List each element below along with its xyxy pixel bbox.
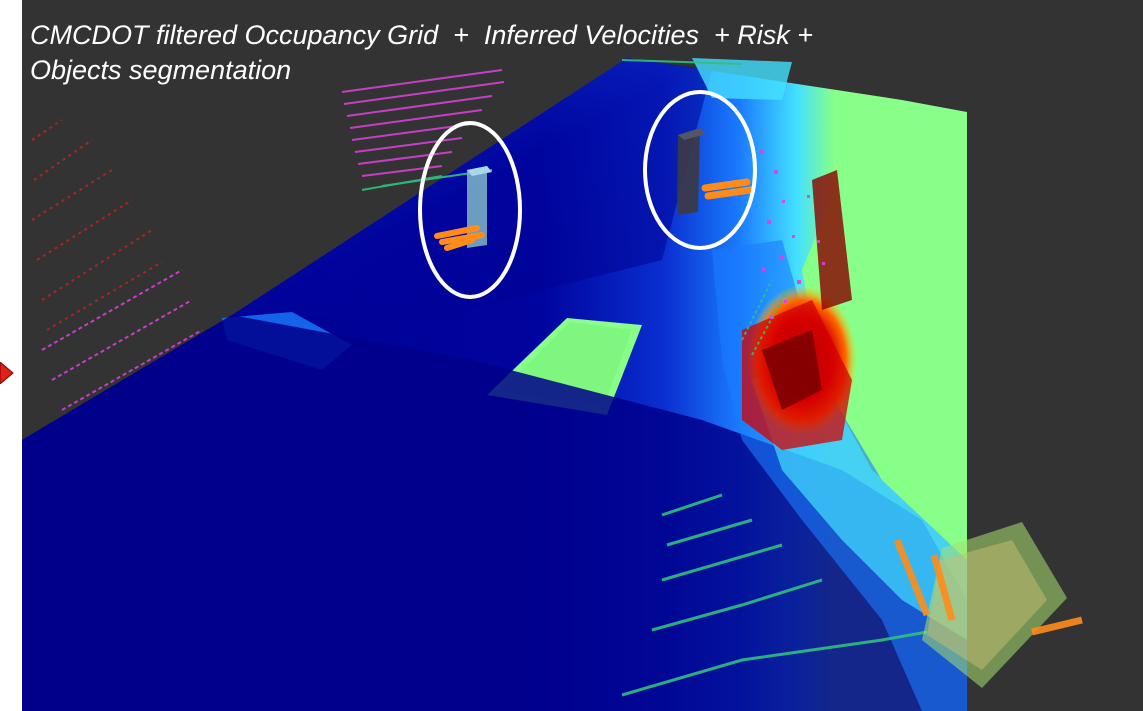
lidar-points-green-risk [741,279,788,356]
title-line-1: CMCDOT filtered Occupancy Grid + Inferre… [30,20,814,50]
page-title: CMCDOT filtered Occupancy Grid + Inferre… [30,18,1090,88]
lidar-points-green-bottom [621,493,928,697]
highlight-circle-1 [418,121,522,299]
lidar-points-magenta-top [341,69,505,177]
lidar-points-red-left [31,119,163,331]
risk-zone-upper [812,170,852,310]
highlight-circle-2 [643,90,757,250]
tracked-object-1 [418,121,522,299]
ego-vehicle [893,522,1083,688]
title-line-2: Objects segmentation [30,55,292,85]
lidar-points-risk [760,150,825,319]
lidar-points-magenta-left [41,269,203,411]
velocity-vectors-1 [434,225,485,251]
velocity-vectors-2 [701,178,754,200]
grid-dark-area [22,315,967,711]
left-arrow-icon[interactable] [0,362,14,384]
occupancy-grid-view [22,0,1143,711]
tracked-object-2 [643,90,757,250]
grid-cyan-patch [692,58,792,100]
grid-green-region [802,112,967,560]
risk-zone-dark [762,330,822,410]
